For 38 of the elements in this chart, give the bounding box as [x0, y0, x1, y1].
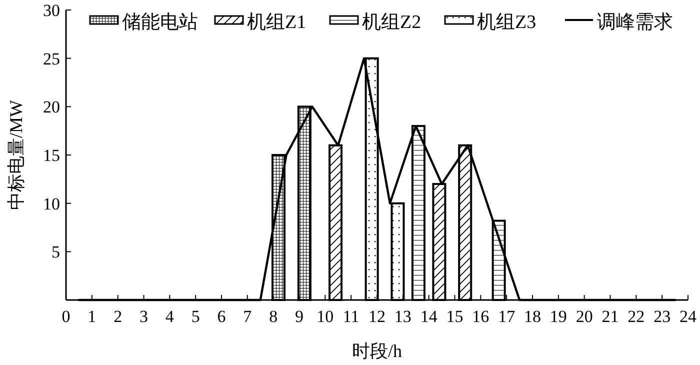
x-tick-label: 15 — [446, 307, 464, 326]
x-tick-label: 7 — [243, 307, 252, 326]
x-tick-label: 11 — [342, 307, 360, 326]
x-tick-label: 20 — [576, 307, 593, 326]
x-tick-label: 5 — [191, 307, 200, 326]
x-tick-label: 24 — [680, 307, 697, 326]
x-tick-label: 3 — [140, 307, 148, 326]
x-tick-label: 22 — [628, 307, 645, 326]
legend-label: 调峰需求 — [597, 12, 673, 33]
x-tick-label: 21 — [602, 307, 619, 326]
legend-label: 机组Z3 — [477, 12, 536, 33]
x-tick-label: 12 — [368, 307, 386, 326]
x-tick-label: 17 — [498, 307, 516, 326]
y-tick-label: 5 — [52, 242, 60, 262]
x-tick-label: 4 — [165, 307, 174, 326]
x-tick-label: 2 — [114, 307, 122, 326]
x-tick-label: 18 — [524, 307, 541, 326]
x-tick-label: 6 — [217, 307, 226, 326]
x-tick-label: 1 — [88, 307, 96, 326]
legend-label: 机组Z1 — [247, 12, 306, 33]
x-tick-label: 23 — [654, 307, 671, 326]
y-tick-label: 10 — [43, 194, 60, 214]
x-tick-label: 13 — [394, 307, 412, 326]
x-tick-label: 14 — [420, 307, 438, 326]
x-axis-title: 时段/h — [352, 341, 402, 361]
y-tick-label: 30 — [43, 1, 60, 20]
y-axis-title: 中标电量/MW — [6, 100, 26, 210]
x-tick-label: 9 — [295, 307, 304, 326]
y-tick-label: 15 — [43, 146, 60, 165]
legend-label: 机组Z2 — [362, 12, 422, 33]
x-tick-label: 0 — [62, 307, 70, 326]
y-tick-label: 25 — [43, 49, 60, 68]
x-tick-label: 10 — [316, 307, 334, 326]
x-tick-label: 8 — [269, 307, 278, 326]
y-tick-label: 20 — [43, 98, 60, 117]
x-tick-label: 19 — [550, 307, 567, 326]
legend-label: 储能电站 — [122, 12, 198, 33]
x-tick-label: 16 — [472, 307, 490, 326]
